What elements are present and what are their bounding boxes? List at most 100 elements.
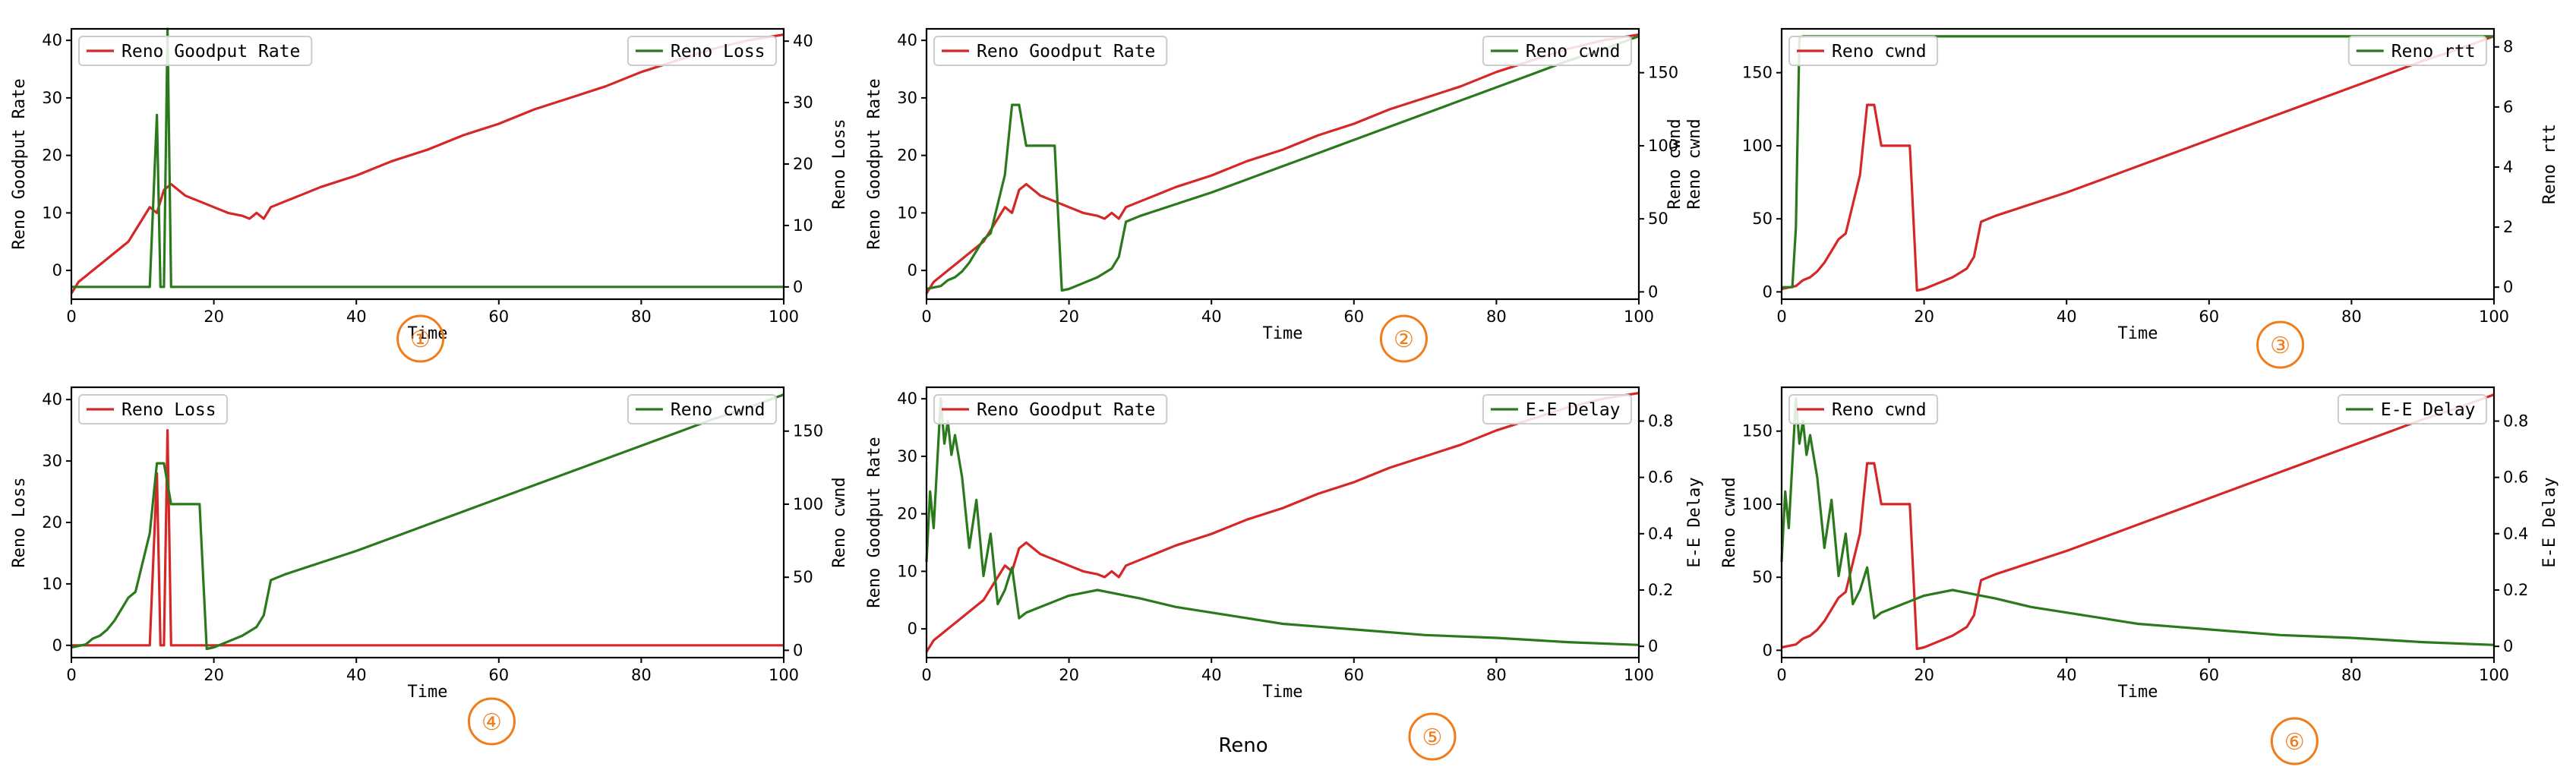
right-y-tick-label: 0.2: [2503, 581, 2528, 599]
legend-box: [1788, 394, 1939, 424]
legend-box: [933, 36, 1168, 66]
x-tick-label: 80: [2341, 666, 2362, 684]
legend-label: Reno Goodput Rate: [977, 400, 1155, 420]
left-y-tick-label: 30: [42, 89, 62, 107]
axes-frame: [925, 386, 1640, 659]
x-tick-label: 100: [2479, 308, 2509, 326]
legend-box: [1482, 36, 1633, 66]
right-legend: E-E Delay: [1482, 394, 1633, 424]
marker-label: ③: [2270, 333, 2290, 359]
marker-circle: [2256, 320, 2305, 369]
left-y-tick-label: 10: [897, 204, 917, 222]
right-series-line: [71, 393, 784, 651]
x-tick-label: 40: [1201, 308, 1222, 326]
legend-label: E-E Delay: [2381, 400, 2476, 420]
x-tick-label: 0: [1776, 308, 1786, 326]
x-tick-label: 60: [488, 666, 509, 684]
marker-label: ①: [410, 327, 431, 353]
marker-label: ⑥: [2284, 729, 2305, 756]
legend-box: [627, 394, 778, 424]
x-tick-label: 20: [1914, 666, 1934, 684]
right-y-tick-label: 6: [2503, 98, 2513, 116]
legend-box: [1788, 36, 1939, 66]
legend-box: [78, 36, 313, 66]
x-tick-label: 20: [1059, 666, 1079, 684]
left-y-tick-label: 30: [897, 447, 917, 465]
x-axis-label: Time: [2118, 683, 2158, 702]
x-tick-label: 0: [66, 308, 76, 326]
left-y-axis-label: Reno Goodput Rate: [865, 78, 884, 249]
x-tick-label: 20: [1914, 308, 1934, 326]
marker-circle: [2270, 717, 2319, 765]
legend-label: E-E Delay: [1526, 400, 1621, 420]
x-tick-label: 0: [66, 666, 76, 684]
left-legend: Reno cwnd: [1788, 394, 1939, 424]
left-y-tick-label: 40: [42, 31, 62, 49]
right-y-axis-label: Reno Loss: [830, 118, 849, 209]
legend-label: Reno Goodput Rate: [122, 42, 300, 62]
left-y-tick-label: 0: [52, 261, 62, 279]
legend-label: Reno cwnd: [1832, 42, 1927, 62]
left-y-axis-label: Reno cwnd: [1720, 477, 1739, 567]
x-tick-label: 20: [204, 308, 224, 326]
left-y-tick-label: 40: [897, 390, 917, 408]
left-y-tick-label: 0: [1763, 282, 1773, 301]
right-series-line: [71, 27, 784, 289]
x-tick-label: 80: [2341, 308, 2362, 326]
left-y-tick-label: 10: [42, 575, 62, 593]
left-series-line: [925, 33, 1640, 295]
right-y-tick-label: 20: [793, 155, 813, 173]
right-legend: Reno Loss: [627, 36, 778, 66]
x-tick-label: 40: [346, 666, 367, 684]
left-y-tick-label: 50: [1752, 568, 1773, 586]
left-y-tick-label: 20: [42, 513, 62, 532]
x-tick-label: 100: [1624, 666, 1654, 684]
right-y-tick-label: 8: [2503, 38, 2513, 56]
axes-frame: [1780, 386, 2496, 659]
panel-number-marker: ⑤: [1408, 712, 1457, 761]
x-tick-label: 80: [631, 666, 652, 684]
x-tick-label: 100: [769, 666, 799, 684]
right-y-tick-label: 0.2: [1648, 581, 1673, 599]
x-tick-label: 80: [1486, 666, 1507, 684]
left-y-tick-label: 10: [897, 562, 917, 580]
x-tick-label: 60: [1343, 308, 1364, 326]
x-tick-label: 60: [488, 308, 509, 326]
left-series-line: [70, 33, 784, 295]
left-y-tick-label: 100: [1742, 495, 1773, 513]
left-y-tick-label: 40: [42, 390, 62, 409]
right-legend: E-E Delay: [2337, 394, 2487, 424]
x-tick-label: 60: [1343, 666, 1364, 684]
right-y-tick-label: 30: [793, 93, 813, 112]
marker-circle: [1379, 314, 1428, 363]
right-y-tick-label: 2: [2503, 218, 2513, 236]
left-y-tick-label: 150: [1742, 422, 1773, 440]
left-legend: Reno Goodput Rate: [933, 36, 1168, 66]
x-tick-label: 60: [2199, 308, 2219, 326]
chart-panel: 0 20 40 60 80 100 Time 0 50 100 150 Reno cwnd 0 0.2 0.…: [1720, 386, 2559, 765]
right-y-tick-label: 0.8: [2503, 412, 2528, 431]
legend-label: Reno rtt: [2391, 42, 2476, 62]
right-y-tick-label: 0.6: [2503, 469, 2528, 487]
right-y-axis-label: Reno cwnd: [1665, 118, 1684, 209]
left-y-tick-label: 20: [897, 505, 917, 523]
right-y-tick-label: 0: [2503, 278, 2513, 296]
x-tick-label: 100: [2479, 666, 2509, 684]
right-legend: Reno cwnd: [1482, 36, 1633, 66]
left-legend: Reno Loss: [78, 394, 229, 424]
legend-box: [78, 394, 229, 424]
x-tick-label: 0: [1776, 666, 1786, 684]
legend-box: [2337, 394, 2487, 424]
right-y-tick-label: 0: [793, 641, 803, 659]
x-tick-label: 80: [631, 308, 652, 326]
legend-label: Reno cwnd: [671, 400, 766, 420]
right-y-tick-label: 150: [793, 422, 823, 440]
right-y-tick-label: 0: [793, 278, 803, 296]
panel-number-marker: ③: [2256, 320, 2305, 369]
left-y-tick-label: 10: [42, 204, 62, 222]
